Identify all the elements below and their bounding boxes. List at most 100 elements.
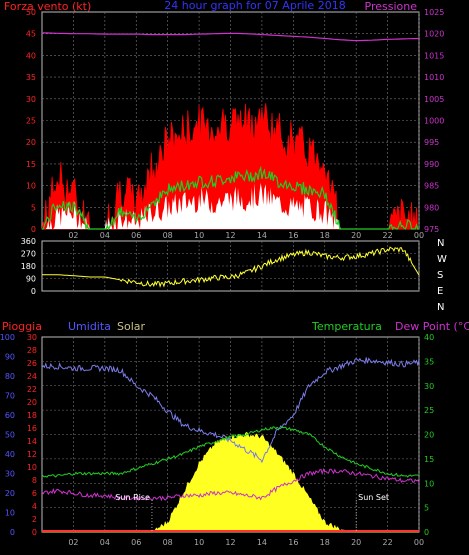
humidity-tick-label: 50 xyxy=(5,431,15,440)
dewpoint-line xyxy=(41,468,420,502)
humidity-tick-label: 20 xyxy=(5,489,15,498)
compass-label: W xyxy=(437,254,447,265)
humidity-tick-label: 100 xyxy=(0,333,15,342)
humidity-tick-label: 90 xyxy=(5,353,15,362)
humidity-tick-label: 80 xyxy=(5,372,15,381)
temperature-line xyxy=(41,426,419,478)
temp-x-tick-label: 02 xyxy=(68,538,78,547)
compass-label: E xyxy=(437,286,443,297)
rain-tick-label: 4 xyxy=(32,502,37,511)
wind-x-tick-label: 10 xyxy=(194,231,204,240)
temp-tick-label: 5 xyxy=(424,504,429,513)
rain-tick-label: 0 xyxy=(32,528,37,537)
temp-x-tick-label: 04 xyxy=(100,538,110,547)
humidity-axis-title: Umidita xyxy=(68,320,111,333)
wind-x-tick-label: 22 xyxy=(382,231,392,240)
wind-x-tick-label: 18 xyxy=(320,231,330,240)
wind-tick-label: 20 xyxy=(26,138,36,147)
pressure-tick-label: 985 xyxy=(424,182,439,191)
pressure-tick-label: 1000 xyxy=(424,117,444,126)
rain-tick-label: 18 xyxy=(27,411,37,420)
wind-tick-label: 35 xyxy=(26,73,36,82)
rain-tick-label: 30 xyxy=(27,333,37,342)
direction-tick-label: 360 xyxy=(21,237,36,246)
direction-tick-label: 270 xyxy=(21,250,36,259)
temp-tick-label: 40 xyxy=(424,333,434,342)
wind-x-tick-label: 00 xyxy=(414,231,424,240)
rain-tick-label: 22 xyxy=(27,385,37,394)
wind-tick-label: 50 xyxy=(26,8,36,17)
humidity-tick-label: 0 xyxy=(10,528,15,537)
wind-tick-label: 40 xyxy=(26,51,36,60)
temp-tick-label: 30 xyxy=(424,382,434,391)
axis-labels: 0510152025303540455097598098599099510001… xyxy=(0,8,447,547)
wind-tick-label: 5 xyxy=(31,203,36,212)
compass-label: S xyxy=(437,270,443,281)
pressure-tick-label: 1020 xyxy=(424,30,444,39)
temp-tick-label: 35 xyxy=(424,357,434,366)
humidity-tick-label: 30 xyxy=(5,470,15,479)
pressure-tick-label: 975 xyxy=(424,225,439,234)
rain-tick-label: 14 xyxy=(27,437,37,446)
wind-x-tick-label: 06 xyxy=(131,231,141,240)
humidity-line xyxy=(41,357,420,464)
pressure-tick-label: 1010 xyxy=(424,73,444,82)
wind-tick-label: 10 xyxy=(26,182,36,191)
chart-title: 24 hour graph for 07 Aprile 2018 xyxy=(164,0,345,12)
temp-x-tick-label: 20 xyxy=(351,538,361,547)
temp-x-tick-label: 08 xyxy=(163,538,173,547)
temp-x-tick-label: 22 xyxy=(382,538,392,547)
wind-x-tick-label: 02 xyxy=(68,231,78,240)
pressure-tick-label: 990 xyxy=(424,160,439,169)
rain-tick-label: 2 xyxy=(32,515,37,524)
wind-direction-line xyxy=(42,246,420,288)
rain-tick-label: 8 xyxy=(32,476,37,485)
rain-tick-label: 12 xyxy=(27,450,37,459)
pressure-tick-label: 995 xyxy=(424,138,439,147)
temp-tick-label: 20 xyxy=(424,431,434,440)
pressure-tick-label: 1025 xyxy=(424,8,444,17)
temp-x-tick-label: 18 xyxy=(320,538,330,547)
pressure-tick-label: 1005 xyxy=(424,95,444,104)
temp-x-tick-label: 12 xyxy=(225,538,235,547)
wind-x-tick-label: 04 xyxy=(100,231,110,240)
wind-tick-label: 0 xyxy=(31,225,36,234)
sunset-label: Sun Set xyxy=(358,493,389,502)
rain-tick-label: 6 xyxy=(32,489,37,498)
wind-x-tick-label: 16 xyxy=(288,231,298,240)
sunrise-label: Sun Rise xyxy=(115,493,150,502)
direction-tick-label: 180 xyxy=(21,262,36,271)
direction-series xyxy=(42,246,420,288)
solar-axis-title: Solar xyxy=(117,320,146,333)
wind-x-tick-label: 12 xyxy=(225,231,235,240)
humidity-tick-label: 10 xyxy=(5,509,15,518)
pressure-tick-label: 1015 xyxy=(424,51,444,60)
temp-tick-label: 25 xyxy=(424,406,434,415)
pressure-tick-label: 980 xyxy=(424,203,439,212)
wind-x-tick-label: 14 xyxy=(257,231,267,240)
rain-tick-label: 10 xyxy=(27,463,37,472)
dewpoint-axis-title: Dew Point (°C) xyxy=(395,320,469,333)
compass-label: N xyxy=(437,238,444,249)
wind-tick-label: 45 xyxy=(26,30,36,39)
humidity-tick-label: 60 xyxy=(5,411,15,420)
rain-tick-label: 16 xyxy=(27,424,37,433)
temperature-axis-title: Temperatura xyxy=(311,320,382,333)
wind-average-line xyxy=(42,165,419,231)
temp-tick-label: 10 xyxy=(424,479,434,488)
direction-tick-label: 0 xyxy=(31,287,36,296)
temp-x-tick-label: 16 xyxy=(288,538,298,547)
temp-x-tick-label: 00 xyxy=(414,538,424,547)
wind-series xyxy=(41,32,420,231)
wind-tick-label: 25 xyxy=(26,117,36,126)
wind-tick-label: 15 xyxy=(26,160,36,169)
wind-tick-label: 30 xyxy=(26,95,36,104)
wind-axis-title: Forza vento (kt) xyxy=(4,0,91,13)
rain-tick-label: 26 xyxy=(27,359,37,368)
temp-x-tick-label: 10 xyxy=(194,538,204,547)
humidity-tick-label: 70 xyxy=(5,392,15,401)
pressure-line xyxy=(41,32,420,42)
wind-x-tick-label: 08 xyxy=(163,231,173,240)
temp-x-tick-label: 06 xyxy=(131,538,141,547)
